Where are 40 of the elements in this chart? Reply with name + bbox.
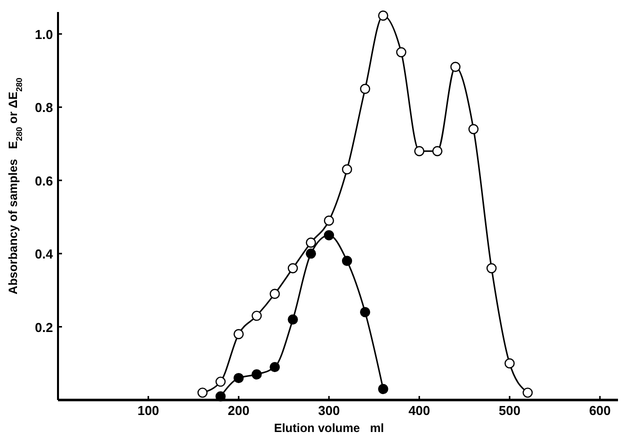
point	[504, 358, 515, 368]
point	[197, 388, 208, 398]
point	[288, 314, 298, 325]
x-tick-label: 300	[318, 403, 340, 418]
point	[450, 62, 461, 72]
point	[270, 288, 280, 299]
point	[252, 310, 262, 321]
point	[360, 307, 370, 318]
point	[468, 124, 479, 134]
point	[414, 146, 424, 156]
y-tick-label: 1.0	[34, 26, 53, 42]
point	[432, 146, 442, 156]
y-tick-label: 0.2	[34, 320, 53, 335]
point	[215, 376, 226, 387]
point	[342, 256, 352, 266]
point	[396, 47, 406, 58]
point	[486, 263, 497, 274]
point	[234, 372, 244, 384]
point	[360, 84, 370, 94]
point	[252, 369, 262, 380]
point	[522, 388, 533, 398]
point	[342, 164, 352, 174]
x-axis-title: Elution volume ml	[274, 421, 384, 435]
point	[378, 10, 388, 21]
point	[378, 384, 388, 394]
y-tick-label: 0.8	[34, 100, 53, 116]
point	[306, 238, 316, 248]
point	[234, 329, 244, 340]
y-tick-label: 0.6	[34, 173, 53, 188]
point	[324, 216, 334, 226]
x-tick-label: 200	[228, 403, 250, 418]
x-tick-label: 100	[137, 403, 160, 418]
point	[288, 263, 298, 274]
point	[324, 230, 334, 240]
x-tick-label: 500	[498, 403, 520, 418]
x-tick-label: 400	[408, 403, 430, 418]
x-tick-label: 600	[589, 403, 611, 418]
y-tick-label: 0.4	[34, 246, 54, 262]
point	[270, 362, 280, 372]
point	[306, 248, 316, 259]
